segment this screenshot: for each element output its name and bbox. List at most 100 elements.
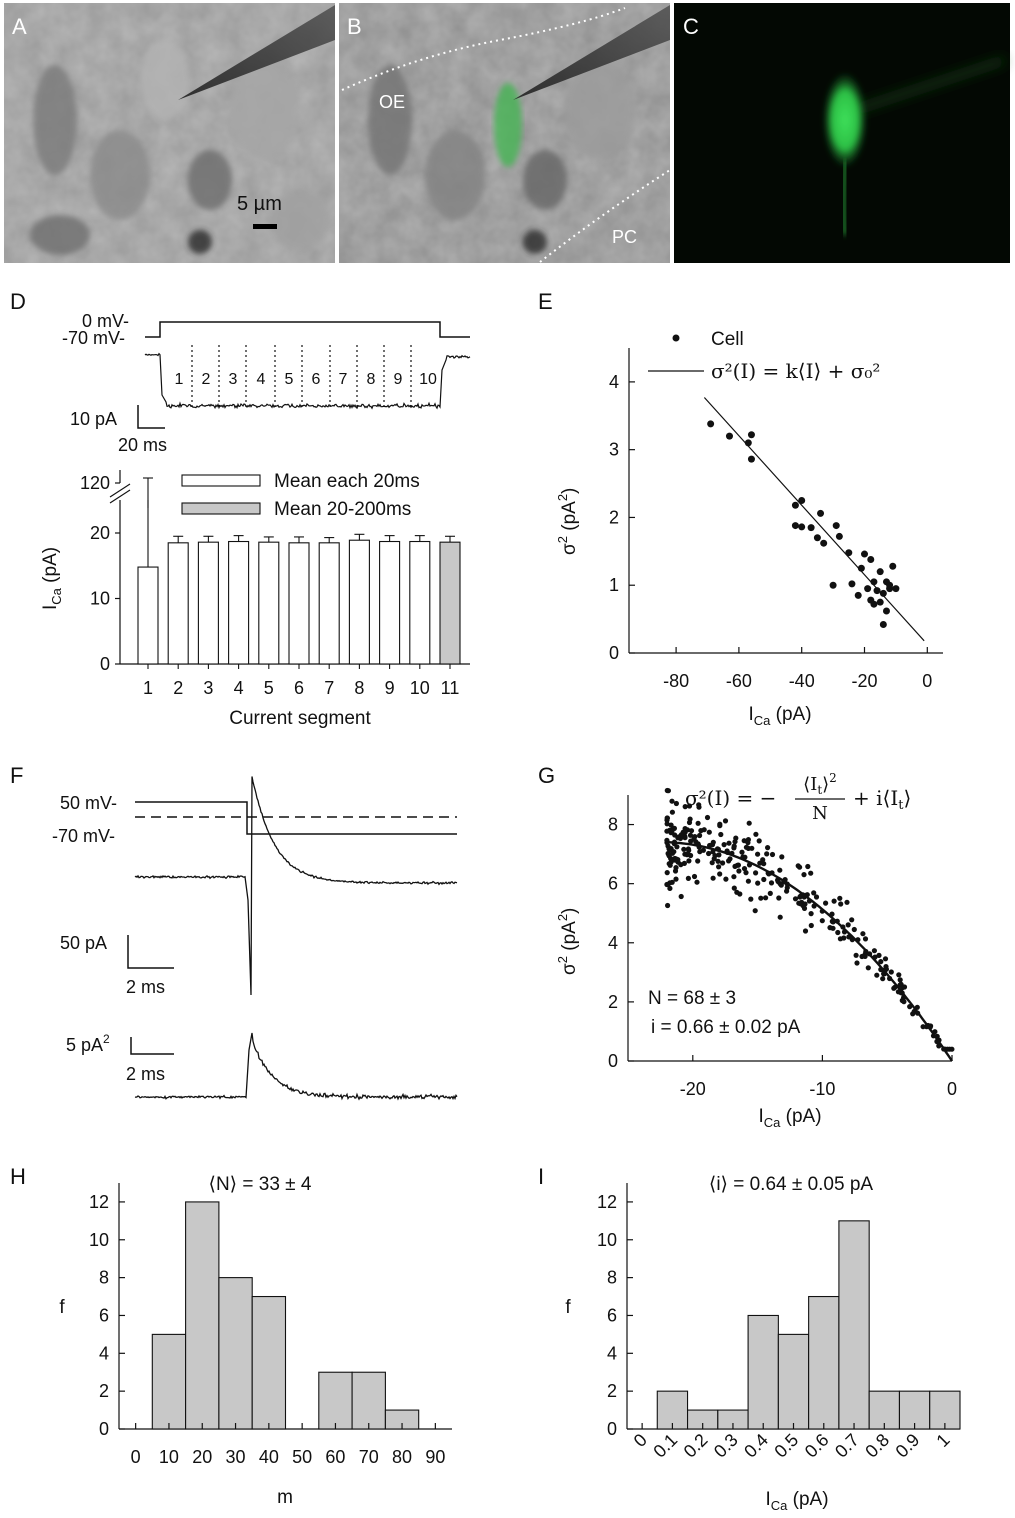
data-point bbox=[686, 803, 693, 809]
gfp-cell bbox=[823, 72, 867, 168]
data-point bbox=[688, 828, 695, 834]
data-point bbox=[761, 876, 767, 883]
x-tick-label: 1 bbox=[143, 678, 153, 698]
segment-label: 2 bbox=[202, 371, 211, 388]
segment-label: 3 bbox=[229, 371, 238, 388]
data-point bbox=[688, 838, 694, 844]
data-point bbox=[857, 564, 865, 572]
segment-label: 7 bbox=[339, 371, 348, 388]
x-tick-label: 0 bbox=[922, 671, 932, 691]
y-tick-label: 1 bbox=[609, 575, 619, 595]
data-point bbox=[688, 852, 694, 859]
data-point bbox=[854, 960, 860, 966]
bar bbox=[777, 1333, 810, 1430]
data-point bbox=[694, 879, 700, 885]
panel-f: F 50 mV- -70 mV- 50 pA 2 ms 5 pA2 2 ms bbox=[10, 763, 458, 1101]
bar bbox=[348, 539, 370, 665]
bar bbox=[409, 540, 431, 665]
y-tick-label: 10 bbox=[89, 1230, 109, 1250]
data-point bbox=[664, 815, 671, 821]
data-point bbox=[867, 555, 875, 563]
data-point bbox=[820, 539, 828, 547]
data-point bbox=[681, 846, 687, 852]
data-point bbox=[864, 585, 872, 593]
data-point bbox=[756, 838, 762, 844]
data-point bbox=[876, 568, 884, 576]
data-point bbox=[695, 858, 701, 864]
data-point bbox=[669, 809, 676, 815]
data-point bbox=[791, 501, 799, 509]
data-point bbox=[876, 598, 884, 606]
legend-label: Mean each 20ms bbox=[274, 471, 420, 492]
data-point bbox=[796, 900, 802, 906]
data-point bbox=[710, 875, 716, 881]
data-point bbox=[712, 853, 718, 859]
segment-label: 5 bbox=[285, 371, 294, 388]
chart-title: ⟨N⟩ = 33 ± 4 bbox=[209, 1174, 312, 1195]
data-point bbox=[949, 1046, 955, 1052]
data-point bbox=[802, 928, 809, 934]
data-point bbox=[808, 922, 814, 929]
data-point bbox=[896, 972, 902, 978]
bar bbox=[379, 540, 401, 665]
data-point bbox=[878, 959, 884, 965]
x-tick-label: 0.7 bbox=[831, 1430, 863, 1462]
data-point bbox=[665, 788, 672, 794]
y-tick-label: 2 bbox=[609, 507, 619, 527]
data-point bbox=[749, 845, 755, 851]
data-point bbox=[678, 893, 684, 900]
bar bbox=[197, 541, 219, 665]
panel-e: E 0 1 2 3 4 -80 -60 -40 -20 0 Cell σ²(I) = k⟨I⟩ + σ… bbox=[538, 289, 943, 728]
data-point bbox=[672, 868, 679, 874]
data-point bbox=[778, 882, 784, 888]
data-point bbox=[664, 821, 670, 827]
y-tick-label: 0 bbox=[607, 1419, 617, 1439]
data-point bbox=[717, 823, 723, 829]
data-point bbox=[779, 854, 785, 860]
legend-marker bbox=[672, 334, 680, 342]
data-point bbox=[737, 891, 743, 897]
voltage-step-line bbox=[135, 801, 457, 835]
x-tick-label: 7 bbox=[324, 678, 334, 698]
micrograph-c: C bbox=[674, 3, 1010, 263]
data-point bbox=[752, 908, 758, 914]
x-tick-label: 50 bbox=[292, 1447, 312, 1467]
x-tick-label: 0 bbox=[947, 1079, 957, 1099]
scale-bar bbox=[137, 405, 165, 429]
bar bbox=[228, 540, 250, 665]
segment-dividers bbox=[191, 345, 412, 410]
data-point bbox=[748, 896, 754, 902]
data-point bbox=[720, 860, 726, 866]
data-point bbox=[817, 509, 825, 517]
voltage-label-0: 0 mV- bbox=[82, 311, 129, 331]
x-tick-label: -20 bbox=[680, 1079, 706, 1099]
region-label-oe: OE bbox=[379, 92, 405, 112]
data-point bbox=[733, 835, 739, 841]
data-point bbox=[682, 804, 688, 810]
data-point bbox=[851, 926, 857, 933]
data-point bbox=[792, 896, 799, 902]
y-tick-label: 2 bbox=[607, 1381, 617, 1401]
data-point bbox=[707, 420, 715, 428]
axis-break-mark bbox=[109, 483, 131, 498]
segment-label: 6 bbox=[312, 371, 321, 388]
gfp-cell bbox=[494, 83, 522, 167]
data-point bbox=[888, 969, 894, 975]
x-tick-label: 11 bbox=[441, 678, 460, 698]
bar bbox=[838, 1220, 870, 1430]
data-point bbox=[696, 802, 702, 808]
bar bbox=[218, 1277, 253, 1430]
data-point bbox=[755, 851, 761, 857]
panel-label-c: C bbox=[683, 14, 699, 39]
x-tick-label: 0.4 bbox=[740, 1430, 772, 1462]
y-tick-label: 12 bbox=[597, 1192, 617, 1212]
data-point bbox=[813, 894, 820, 900]
y-axis-label: f bbox=[59, 1297, 65, 1318]
data-point bbox=[844, 899, 850, 905]
voltage-protocol-line bbox=[145, 321, 470, 338]
tail-current-trace bbox=[134, 776, 458, 996]
x-tick-label: 20 bbox=[192, 1447, 212, 1467]
x-tick-label: 80 bbox=[392, 1447, 412, 1467]
x-tick-label: 0.5 bbox=[770, 1430, 802, 1462]
